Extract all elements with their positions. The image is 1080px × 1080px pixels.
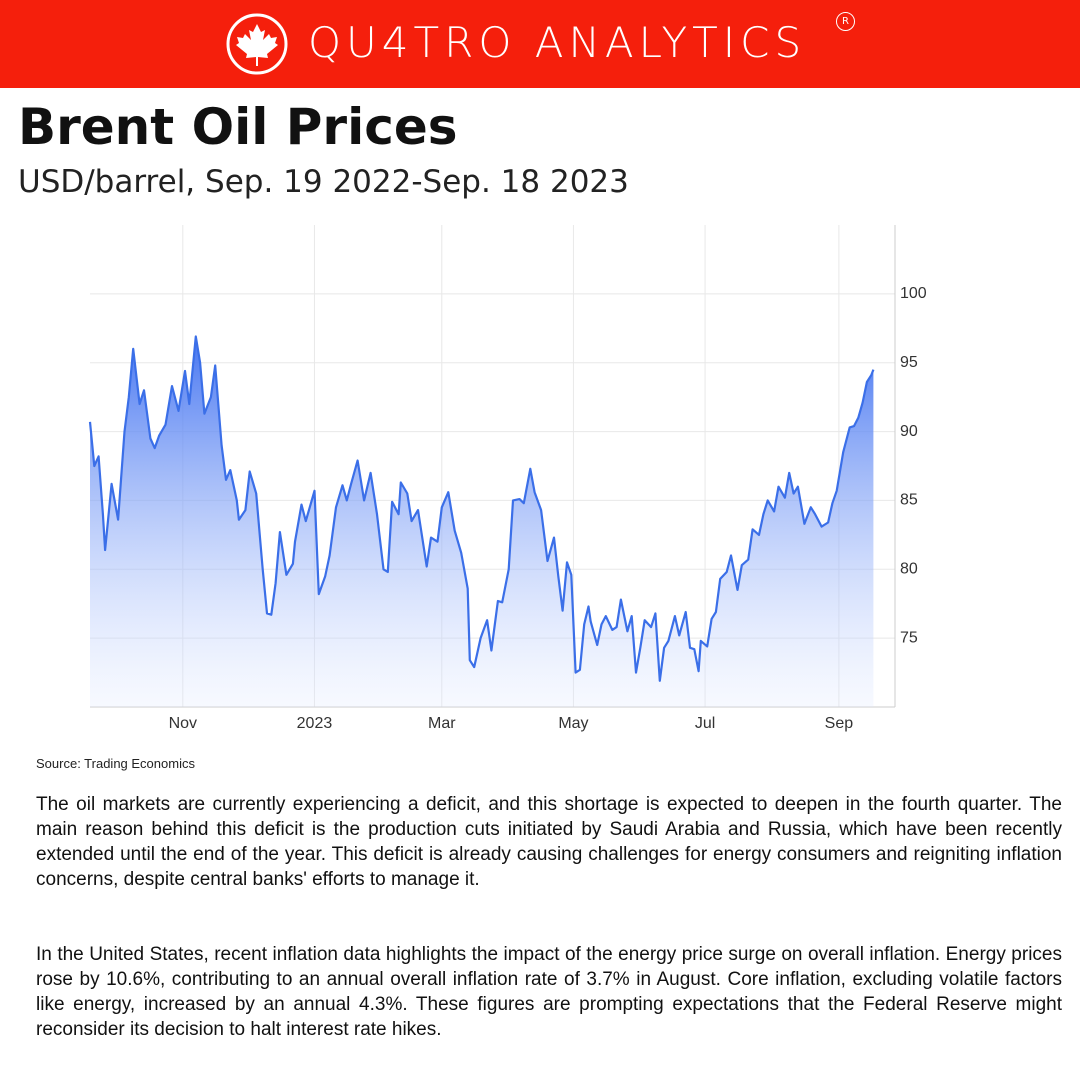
x-tick-label: Sep: [825, 715, 854, 732]
x-tick-label: Jul: [695, 715, 715, 732]
y-tick-label: 75: [900, 629, 918, 646]
paragraph: The oil markets are currently experienci…: [36, 794, 1062, 890]
header-bar: QU4TRO ANALYTICS R: [0, 0, 1080, 88]
chart: 75 80 85 90 95 100 Nov 2023 Mar May Jul Sep: [88, 225, 927, 732]
x-tick-label: Nov: [169, 715, 197, 732]
x-tick-label: May: [558, 715, 588, 732]
registered-mark: R: [836, 12, 855, 31]
y-tick-label: 95: [900, 354, 918, 371]
y-tick-label: 80: [900, 561, 918, 578]
logo: [226, 13, 288, 75]
y-tick-label: 100: [900, 285, 927, 302]
paragraph: In the United States, recent inflation d…: [36, 944, 1062, 1040]
source: Source: Trading Economics: [36, 756, 195, 771]
chart-subtitle: USD/barrel, Sep. 19 2022-Sep. 18 2023: [18, 164, 629, 200]
chart-title: Brent Oil Prices: [18, 98, 458, 156]
y-tick-label: 90: [900, 423, 918, 440]
brand: QU4TRO ANALYTICS: [308, 18, 807, 67]
x-tick-label: Mar: [428, 715, 456, 732]
y-tick-label: 85: [900, 492, 918, 509]
line: [88, 335, 875, 682]
x-tick-label: 2023: [297, 715, 333, 732]
area: [90, 336, 874, 707]
